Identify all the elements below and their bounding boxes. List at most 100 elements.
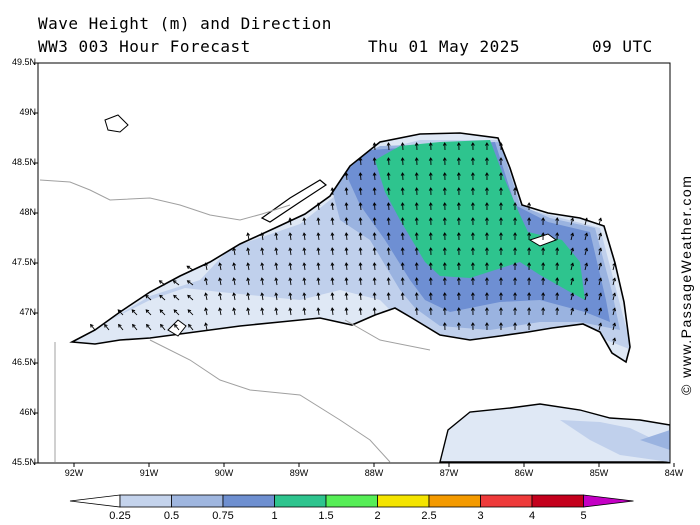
wave-arrow-head xyxy=(204,292,208,297)
wave-arrow-head xyxy=(499,187,503,191)
wave-arrow-head xyxy=(456,187,461,191)
wave-arrow-head xyxy=(442,232,447,236)
wave-arrow-head xyxy=(527,202,532,206)
wave-arrow xyxy=(303,233,306,241)
wave-arrow-head xyxy=(188,323,192,328)
wave-arrow xyxy=(173,294,180,301)
wave-arrow-head xyxy=(146,323,150,328)
wave-arrow-head xyxy=(442,142,447,146)
lat-label: 47.5N xyxy=(11,257,36,267)
wave-arrow-head xyxy=(513,292,517,296)
wave-arrow xyxy=(584,308,588,316)
wave-arrow-head xyxy=(204,307,208,312)
wave-arrow xyxy=(131,309,138,316)
wave-arrow xyxy=(598,218,602,226)
wave-arrow xyxy=(373,307,376,316)
wave-arrow-head xyxy=(145,294,149,299)
wave-arrow-head xyxy=(386,172,391,176)
wave-arrow-head xyxy=(204,277,208,282)
wave-arrow-head xyxy=(173,309,178,313)
wave-arrow-head xyxy=(442,262,447,266)
wave-arrow-head xyxy=(470,157,475,161)
wave-arrow-head xyxy=(428,217,433,221)
wave-arrow-head xyxy=(386,277,391,281)
wave-arrow-head xyxy=(246,232,251,237)
wave-arrow-head xyxy=(260,262,265,267)
wave-arrow xyxy=(233,263,236,271)
wave-arrow xyxy=(373,277,376,286)
wave-arrow-head xyxy=(302,217,307,222)
wave-arrow-head xyxy=(400,157,405,161)
wave-arrow-head xyxy=(456,142,461,146)
wave-arrow-head xyxy=(499,292,503,296)
wave-arrow-head xyxy=(358,247,363,251)
colorbar-segment xyxy=(171,494,224,508)
wave-arrow-head xyxy=(584,247,589,252)
wave-arrow xyxy=(331,217,334,226)
wave-arrow-head xyxy=(174,323,178,328)
wave-arrow xyxy=(345,202,348,211)
wave-arrow-head xyxy=(204,262,208,267)
wave-arrow-head xyxy=(400,232,405,236)
wave-arrow-head xyxy=(358,277,363,281)
wave-arrow-head xyxy=(372,247,377,251)
wave-arrow-head xyxy=(470,247,475,251)
wave-arrow-head xyxy=(274,277,279,282)
wave-arrow-head xyxy=(456,217,461,221)
colorbar-segment xyxy=(377,494,430,508)
wave-arrow-head xyxy=(513,232,517,236)
colorbar-label: 1.5 xyxy=(318,510,334,522)
wave-arrow xyxy=(145,309,152,316)
wave-arrow-head xyxy=(584,217,589,222)
wave-arrow xyxy=(289,278,292,286)
wave-arrow xyxy=(233,308,236,316)
wave-arrow-head xyxy=(570,247,575,252)
wave-arrow-head xyxy=(414,277,419,281)
wave-arrow xyxy=(387,172,390,181)
wave-arrow-head xyxy=(527,277,532,281)
wave-arrow-head xyxy=(372,172,377,176)
colorbar-label: 0.25 xyxy=(109,510,131,522)
wave-arrow-head xyxy=(316,262,321,266)
wave-arrow-head xyxy=(485,307,489,311)
forecast-date: Thu 01 May 2025 xyxy=(368,37,520,56)
wave-arrow-head xyxy=(246,292,251,297)
wave-arrow-head xyxy=(274,232,279,237)
wave-arrow-head xyxy=(372,202,377,206)
wave-arrow xyxy=(261,263,264,271)
wave-arrow-head xyxy=(499,172,503,176)
wave-arrow xyxy=(159,309,166,316)
wave-arrow xyxy=(598,248,602,256)
wave-arrow xyxy=(570,278,574,286)
wave-arrow xyxy=(345,172,348,181)
wave-arrow xyxy=(188,324,194,331)
wave-arrow xyxy=(612,338,616,346)
wave-arrow-head xyxy=(274,307,279,312)
wave-arrow-head xyxy=(400,202,405,206)
wave-arrow xyxy=(233,248,236,256)
wave-arrow-head xyxy=(386,157,391,161)
wave-arrow-head xyxy=(555,292,560,296)
lat-label: 45.5N xyxy=(11,457,36,467)
wave-arrow xyxy=(359,187,362,196)
wave-arrow-head xyxy=(456,157,461,161)
colorbar-label: 3 xyxy=(477,510,484,522)
wave-arrow-head xyxy=(442,157,447,161)
wave-arrow-head xyxy=(218,277,222,282)
wave-arrow xyxy=(359,157,362,166)
wave-arrow-head xyxy=(372,142,377,146)
wave-arrow-head xyxy=(159,309,164,313)
wave-arrow-head xyxy=(570,277,575,282)
wave-arrow-head xyxy=(386,247,391,251)
island-small xyxy=(104,114,129,133)
wave-arrow-head xyxy=(598,292,603,297)
wave-arrow-head xyxy=(204,322,208,327)
wave-arrow-head xyxy=(344,292,349,296)
wave-arrow xyxy=(373,232,376,241)
wave-arrow xyxy=(247,278,250,286)
wave-arrow xyxy=(387,292,390,301)
wave-arrow xyxy=(598,293,602,301)
wave-arrow xyxy=(159,294,166,301)
wave-arrow xyxy=(247,263,250,271)
wave-arrow-head xyxy=(414,157,419,161)
